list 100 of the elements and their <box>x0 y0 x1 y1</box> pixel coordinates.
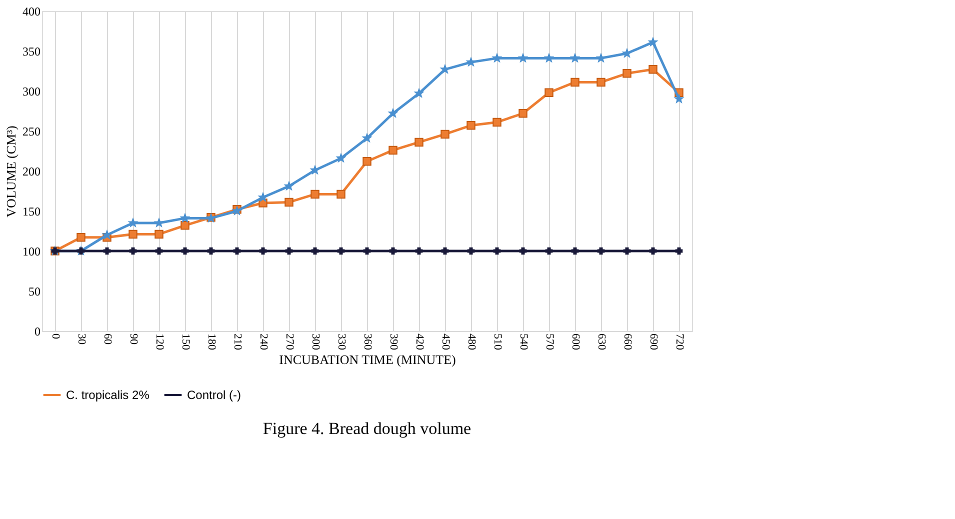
point <box>336 190 346 199</box>
x-tick-label: 630 <box>596 334 608 350</box>
point <box>440 130 450 139</box>
point <box>363 247 371 255</box>
x-tick-label: 420 <box>414 334 426 350</box>
y-tick-label: 100 <box>22 244 40 258</box>
x-tick-label: 60 <box>102 334 114 345</box>
y-tick-label: 150 <box>22 204 40 218</box>
x-tick-label: 450 <box>440 334 452 350</box>
point <box>414 138 424 147</box>
y-tick-label: 200 <box>22 164 40 178</box>
text: Figure 4. Bread dough volume <box>262 419 472 438</box>
point <box>414 88 424 98</box>
point <box>571 247 579 255</box>
point <box>180 214 190 222</box>
point <box>545 247 553 255</box>
point <box>518 54 528 62</box>
x-tick-label: 660 <box>622 334 634 350</box>
y-tick-label: 250 <box>22 124 40 138</box>
x-tick-label: 0 <box>50 334 62 340</box>
x-axis-title: INCUBATION TIME (MINUTE) <box>279 352 456 367</box>
y-tick-label: 350 <box>22 44 40 58</box>
point <box>102 230 112 239</box>
point <box>441 247 449 255</box>
x-tick-label: 540 <box>518 334 530 350</box>
point <box>597 247 605 255</box>
point <box>389 247 397 255</box>
x-tick-label: 690 <box>648 334 660 350</box>
point <box>336 154 346 162</box>
y-axis-title: VOLUME (CM³) <box>4 126 18 218</box>
point <box>518 109 528 118</box>
point <box>492 54 502 62</box>
y-tick-label: 400 <box>22 4 40 18</box>
point <box>674 94 684 103</box>
point <box>103 247 111 255</box>
point <box>155 247 163 255</box>
y-tick-label: 50 <box>28 284 40 298</box>
point <box>258 192 268 202</box>
y-tick-label: 300 <box>22 84 40 98</box>
point <box>388 146 398 155</box>
x-tick-label: 300 <box>310 334 322 350</box>
x-tick-label: 510 <box>492 334 504 350</box>
point <box>467 247 475 255</box>
point <box>648 65 658 74</box>
point <box>285 247 293 255</box>
x-tick-label: 330 <box>336 334 348 350</box>
point <box>596 78 606 87</box>
point <box>284 198 294 207</box>
point <box>544 54 554 62</box>
point <box>570 78 580 87</box>
point <box>622 69 632 78</box>
legend-label: Control (-) <box>187 388 242 402</box>
point <box>310 190 320 199</box>
point <box>388 108 398 118</box>
x-tick-label: 270 <box>284 334 296 350</box>
x-tick-label: 600 <box>570 334 582 350</box>
point <box>311 247 319 255</box>
x-tick-label: 150 <box>180 334 192 350</box>
x-tick-label: 720 <box>674 334 686 350</box>
legend-label: C. tropicalis 2% <box>66 388 150 402</box>
point <box>76 233 86 242</box>
point <box>180 221 190 230</box>
point <box>259 247 267 255</box>
point <box>649 247 657 255</box>
point <box>622 48 632 58</box>
point <box>519 247 527 255</box>
x-tick-label: 480 <box>466 334 478 350</box>
point <box>181 247 189 255</box>
point <box>623 247 631 255</box>
point <box>415 247 423 255</box>
point <box>362 157 372 166</box>
x-tick-label: 360 <box>362 334 374 350</box>
point <box>362 134 372 142</box>
point <box>648 38 658 46</box>
x-tick-label: 120 <box>154 334 166 350</box>
point <box>337 247 345 255</box>
point <box>570 54 580 62</box>
x-tick-label: 240 <box>258 334 270 350</box>
point <box>128 218 138 227</box>
point <box>675 247 683 255</box>
point <box>492 118 502 127</box>
point <box>129 247 137 255</box>
point <box>466 121 476 130</box>
point <box>466 58 476 66</box>
point <box>154 218 164 227</box>
point <box>493 247 501 255</box>
point <box>207 247 215 255</box>
point <box>310 166 320 174</box>
point <box>154 230 164 239</box>
point <box>233 247 241 255</box>
point <box>544 88 554 97</box>
point <box>284 182 294 190</box>
x-tick-label: 210 <box>232 334 244 350</box>
x-tick-label: 570 <box>544 334 556 350</box>
x-tick-label: 90 <box>128 334 140 345</box>
point <box>440 64 450 74</box>
x-tick-label: 390 <box>388 334 400 350</box>
point <box>128 230 138 239</box>
x-tick-label: 30 <box>76 334 88 345</box>
point <box>596 54 606 62</box>
